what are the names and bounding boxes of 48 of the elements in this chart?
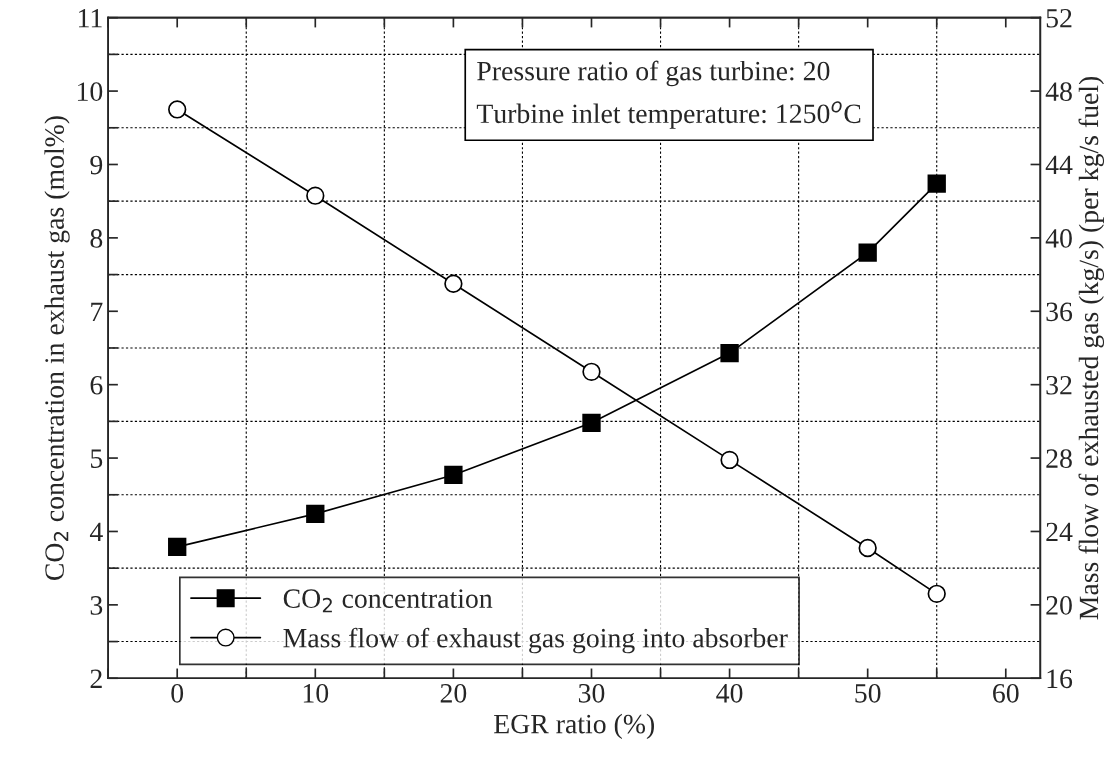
y2-tick-label: 36	[1046, 302, 1073, 322]
point	[927, 174, 946, 193]
point	[858, 243, 877, 262]
point	[582, 362, 601, 381]
y-tick-label: 4	[89, 522, 103, 542]
annotation: Turbine inlet temperature: 1250$^{o}$C	[476, 101, 861, 129]
y2-tick-label: 20	[1046, 596, 1072, 615]
annotation: Pressure ratio of gas turbine: 20	[477, 60, 830, 87]
legend-label: Mass flow of exhaust gas going into absorber	[283, 627, 788, 654]
y-tick-label: 2	[90, 669, 102, 688]
y-tick-label: 5	[91, 449, 103, 468]
x-axis-title: EGR ratio (%)	[494, 713, 654, 740]
y-tick-label: 6	[90, 375, 103, 395]
y-tick-label: 11	[79, 8, 102, 28]
point	[444, 274, 463, 293]
y2-tick-label: 52	[1046, 8, 1072, 28]
x-tick-label: 20	[440, 683, 467, 703]
point	[582, 413, 601, 433]
point	[720, 450, 739, 470]
y2-tick-label: 16	[1047, 669, 1073, 689]
x-tick-label: 50	[855, 683, 881, 703]
y2-tick-label: 40	[1045, 229, 1072, 248]
y-tick-label: 3	[90, 596, 103, 615]
x-tick-label: 60	[993, 683, 1019, 703]
point	[306, 504, 325, 524]
y-axis-title: CO$_{2}$ concentration in exhaust gas (mol%)	[44, 116, 70, 581]
y-tick-label: 9	[90, 155, 103, 175]
y2-tick-label: 28	[1046, 449, 1072, 468]
point	[858, 538, 877, 558]
y-tick-label: 8	[90, 229, 103, 248]
x-tick-label: 10	[303, 683, 329, 703]
point	[306, 186, 325, 205]
x-tick-label: 40	[716, 683, 743, 703]
y2-axis-title: Mass flow of exhausted gas (kg/s) (per kg/s fuel)	[1078, 76, 1105, 620]
point	[720, 343, 739, 363]
y2-tick-label: 24	[1046, 522, 1073, 542]
y2-tick-label: 48	[1045, 82, 1072, 101]
y2-tick-label: 32	[1046, 375, 1072, 395]
point	[444, 465, 463, 485]
y-tick-label: 7	[91, 302, 103, 321]
x-tick-label: 0	[171, 683, 184, 703]
legend-label: CO$_{2}$ concentration	[283, 589, 493, 613]
point	[168, 100, 187, 119]
point	[927, 584, 946, 604]
x-tick-label: 30	[578, 683, 605, 703]
y2-tick-label: 44	[1045, 155, 1073, 175]
point	[168, 537, 187, 557]
y-tick-label: 10	[77, 82, 103, 101]
